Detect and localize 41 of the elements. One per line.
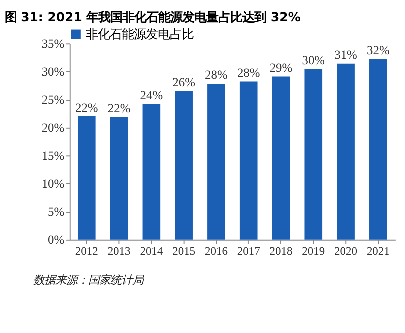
x-tick-label: 2019 [302,246,326,258]
bar [175,91,193,240]
bar [208,84,226,240]
data-label: 32% [367,44,390,58]
data-label: 22% [75,100,98,115]
y-tick-label: 35% [42,36,65,51]
x-tick-label: 2013 [108,246,132,258]
x-tick-label: 2012 [75,246,99,258]
x-tick-label: 2020 [334,246,358,258]
data-label: 30% [302,54,326,68]
data-label: 22% [108,101,131,116]
x-tick-label: 2016 [204,246,228,258]
bar [304,69,323,240]
x-tick-label: 2017 [237,246,261,258]
bar [370,59,388,240]
bar [240,82,258,240]
bar [78,116,96,240]
y-tick-label: 15% [42,149,65,164]
data-label: 24% [140,88,164,102]
bar [110,117,128,240]
y-tick-label: 5% [48,205,65,220]
legend-label: 非化石能源发电占比 [86,26,194,42]
y-tick-label: 25% [42,93,65,108]
data-label: 31% [334,48,358,62]
source-note: 数据来源：国家统计局 [34,272,146,287]
y-tick-label: 30% [42,65,65,80]
y-tick-label: 0% [48,233,65,248]
bar [337,64,355,240]
x-tick-label: 2015 [172,246,196,258]
bar [142,104,161,240]
data-label: 28% [205,68,228,82]
chart-title: 图 31: 2021 年我国非化石能源发电量占比达到 32% [4,10,302,25]
bar [272,76,290,240]
x-tick-label: 2021 [366,246,390,258]
x-tick-label: 2014 [140,246,164,258]
data-label: 26% [172,76,196,90]
y-tick-label: 10% [42,177,65,192]
y-tick-label: 20% [42,121,65,136]
data-label: 28% [237,66,260,80]
x-tick-label: 2018 [270,246,293,258]
data-label: 29% [270,60,293,75]
